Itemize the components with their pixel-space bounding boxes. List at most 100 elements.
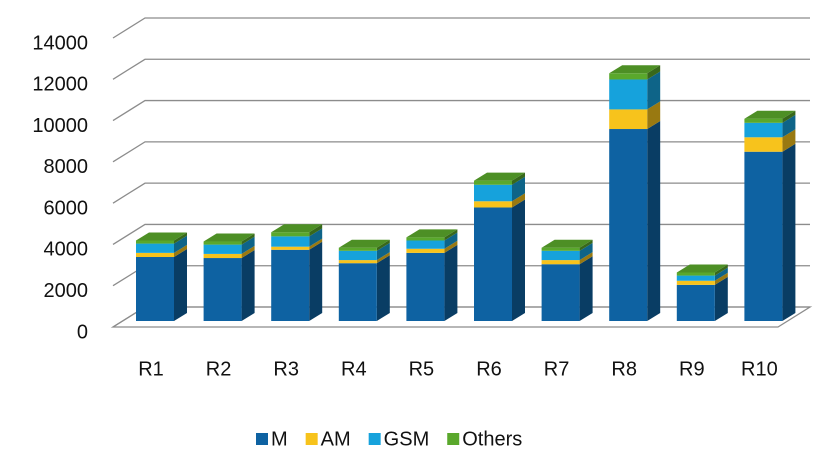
bar-segment [676, 275, 715, 281]
bar-side [647, 101, 661, 130]
bar-side [309, 228, 323, 247]
bar-segment [676, 272, 715, 276]
bar-segment [271, 249, 310, 321]
bar-side [444, 244, 458, 321]
y-tick-label: 0 [77, 321, 88, 343]
bar-segment [676, 284, 715, 321]
x-tick-label: R6 [476, 358, 502, 380]
x-tick-label: R9 [679, 358, 705, 380]
bar-segment [338, 250, 377, 261]
bar-top [136, 232, 187, 241]
grid-line [112, 17, 810, 39]
bar-side [714, 267, 728, 281]
bar-segment [541, 247, 580, 251]
bar-segment [203, 258, 242, 321]
bar-side [579, 239, 593, 251]
x-tick-label: R8 [611, 358, 637, 380]
bar-top [338, 239, 390, 248]
bar-top [406, 229, 458, 238]
legend-label: AM [321, 428, 351, 450]
bar-side [647, 121, 661, 322]
y-tick-label: 2000 [44, 280, 89, 302]
x-tick-label: R7 [544, 358, 570, 380]
bar-side [241, 233, 255, 245]
bar-side [376, 252, 390, 264]
bar-top [744, 110, 796, 119]
bar-segment [541, 264, 580, 321]
bar-segment [474, 201, 512, 208]
legend-label: GSM [384, 428, 430, 450]
grid-line [112, 223, 810, 245]
bar-side [241, 236, 255, 254]
bar-segment [406, 248, 445, 253]
legend-label: M [271, 428, 288, 450]
bar-top [609, 65, 661, 74]
legend-label: Others [462, 428, 522, 450]
bar-side [174, 235, 187, 253]
bar-side [174, 249, 187, 321]
bar-segment [474, 184, 512, 202]
grid-line [112, 58, 810, 80]
bar-segment [338, 263, 377, 321]
legend-swatch [368, 433, 381, 445]
bar-segment [338, 247, 377, 251]
x-tick-label: R3 [273, 358, 299, 380]
bar-side [309, 238, 323, 250]
bar-segment [609, 129, 648, 321]
bar-segment [136, 240, 174, 244]
bar-segment [676, 280, 715, 285]
bar-segment [136, 252, 174, 258]
x-tick-label: R10 [741, 358, 778, 380]
bar-side [444, 229, 458, 241]
bar-side [376, 239, 390, 251]
bar-side [714, 272, 728, 285]
bar-side [579, 256, 593, 321]
legend-swatch [447, 433, 460, 445]
bar-side [647, 71, 661, 110]
bar-side [309, 241, 323, 321]
legend-swatch [305, 433, 318, 445]
bar-side [174, 244, 187, 258]
x-tick-label: R1 [138, 358, 164, 380]
bar-segment [136, 243, 174, 253]
bar-side [309, 224, 323, 237]
bar-segment [136, 257, 174, 321]
bar-segment [203, 253, 242, 259]
bar-top [203, 233, 255, 242]
bar-segment [744, 122, 783, 138]
grid-line [112, 182, 810, 204]
legend-swatch [256, 433, 268, 445]
bar-side [512, 176, 525, 202]
bar-top [474, 172, 525, 181]
bar-side [714, 276, 728, 321]
y-tick-label: 14000 [32, 32, 88, 54]
grid-line [112, 141, 810, 163]
bar-side [376, 255, 390, 321]
bar-segment [474, 180, 512, 185]
bar-segment [609, 79, 648, 110]
bar-top [271, 224, 323, 233]
bar-side [782, 114, 796, 138]
bar-segment [203, 241, 242, 245]
y-tick-label: 4000 [44, 239, 89, 261]
bar-segment [744, 118, 783, 123]
y-tick-label: 8000 [44, 156, 89, 178]
bar-side [512, 193, 525, 208]
bar-segment [474, 207, 512, 321]
bar-side [714, 264, 728, 276]
bar-side [782, 110, 796, 123]
bar-side [512, 199, 525, 321]
bar-segment [271, 236, 310, 247]
bar-top [676, 264, 728, 273]
bar-segment [271, 232, 310, 237]
bar-side [782, 129, 796, 152]
bar-side [579, 242, 593, 261]
bar-side [782, 143, 796, 321]
bar-segment [406, 252, 445, 321]
y-tick-label: 6000 [44, 197, 89, 219]
bar-segment [744, 151, 783, 321]
bar-top [541, 239, 593, 248]
bar-side [579, 252, 593, 265]
bar-side [444, 240, 458, 253]
